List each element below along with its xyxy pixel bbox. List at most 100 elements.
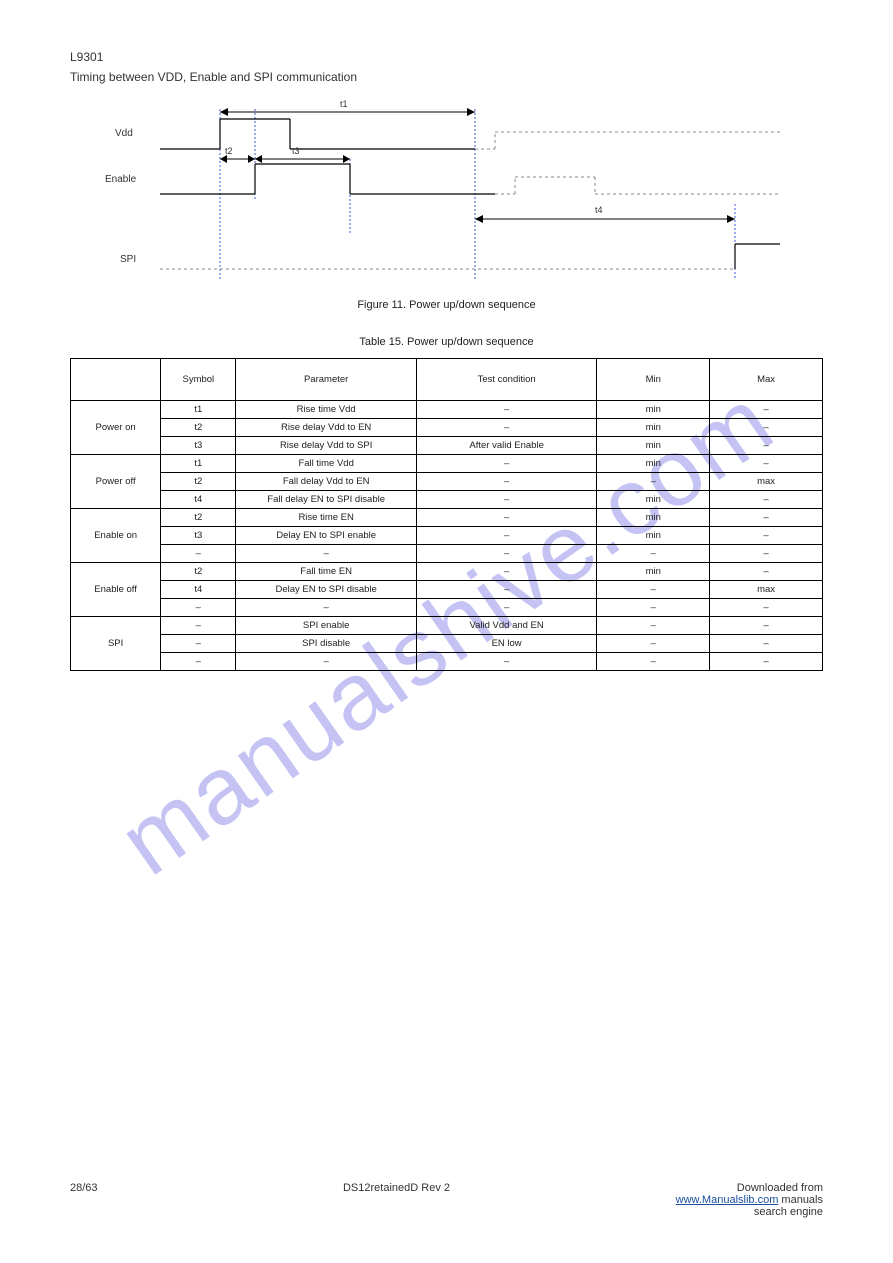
table-caption: Table 15. Power up/down sequence <box>70 336 823 348</box>
table-row: t3Rise delay Vdd to SPIAfter valid Enabl… <box>71 437 823 455</box>
table-row: SPI–SPI enableValid Vdd and EN–– <box>71 617 823 635</box>
table-row: t2Fall delay Vdd to EN––max <box>71 473 823 491</box>
header-line-1: L9301 <box>70 50 823 64</box>
table-cell: – <box>597 635 710 653</box>
table-cell: – <box>597 545 710 563</box>
table-cell: – <box>236 599 416 617</box>
table-cell: max <box>710 581 823 599</box>
table-cell: Rise time EN <box>236 509 416 527</box>
header-line-2: Timing between VDD, Enable and SPI commu… <box>70 70 823 84</box>
table-cell: t2 <box>161 563 236 581</box>
table-cell: – <box>710 455 823 473</box>
footer-right-link[interactable]: www.Manualslib.com <box>676 1194 779 1206</box>
footer-right: Downloaded from www.Manualslib.com manua… <box>643 1182 823 1218</box>
table-cell: – <box>416 653 596 671</box>
table-cell: – <box>161 599 236 617</box>
table-row: t2Rise delay Vdd to EN–min– <box>71 419 823 437</box>
col-min: Min <box>597 359 710 401</box>
table-cell: Delay EN to SPI enable <box>236 527 416 545</box>
col-symbol: Symbol <box>161 359 236 401</box>
table-cell: Rise delay Vdd to SPI <box>236 437 416 455</box>
table-cell: EN low <box>416 635 596 653</box>
timing-svg <box>100 104 800 284</box>
table-row: –SPI disableEN low–– <box>71 635 823 653</box>
table-cell: – <box>236 545 416 563</box>
row-group-label: Enable off <box>71 563 161 617</box>
table-cell: t1 <box>161 455 236 473</box>
table-cell: SPI enable <box>236 617 416 635</box>
table-cell: – <box>416 509 596 527</box>
table-cell: – <box>161 653 236 671</box>
col-test: Test condition <box>416 359 596 401</box>
table-cell: – <box>710 653 823 671</box>
table-cell: Fall delay EN to SPI disable <box>236 491 416 509</box>
table-cell: t2 <box>161 509 236 527</box>
col-max: Max <box>710 359 823 401</box>
table-row: ––––– <box>71 545 823 563</box>
table-row: ––––– <box>71 653 823 671</box>
row-group-label: Enable on <box>71 509 161 563</box>
table-cell: – <box>597 599 710 617</box>
table-cell: – <box>416 581 596 599</box>
table-row: ––––– <box>71 599 823 617</box>
table-cell: – <box>416 491 596 509</box>
table-cell: min <box>597 437 710 455</box>
table-cell: SPI disable <box>236 635 416 653</box>
table-cell: min <box>597 509 710 527</box>
table-cell: – <box>597 473 710 491</box>
t4-label: t4 <box>595 205 603 215</box>
table-cell: – <box>710 617 823 635</box>
vdd-label: Vdd <box>115 128 133 139</box>
table-cell: – <box>161 635 236 653</box>
row-group-label: Power off <box>71 455 161 509</box>
table-cell: min <box>597 491 710 509</box>
enable-label: Enable <box>105 174 136 185</box>
table-row: t4Delay EN to SPI disable––max <box>71 581 823 599</box>
table-cell: – <box>710 545 823 563</box>
table-cell: – <box>416 401 596 419</box>
table-cell: t2 <box>161 473 236 491</box>
table-cell: – <box>597 653 710 671</box>
table-row: t3Delay EN to SPI enable–min– <box>71 527 823 545</box>
table-cell: – <box>416 419 596 437</box>
row-group-label: Power on <box>71 401 161 455</box>
table-cell: min <box>597 455 710 473</box>
table-cell: – <box>597 581 710 599</box>
table-cell: Delay EN to SPI disable <box>236 581 416 599</box>
footer-right-prefix: Downloaded from <box>737 1182 823 1194</box>
table-cell: – <box>416 455 596 473</box>
table-cell: Valid Vdd and EN <box>416 617 596 635</box>
page-footer: 28/63 DS12retainedD Rev 2 Downloaded fro… <box>70 1182 823 1218</box>
table-cell: – <box>416 527 596 545</box>
table-cell: t4 <box>161 581 236 599</box>
table-cell: t3 <box>161 527 236 545</box>
timing-table: Symbol Parameter Test condition Min Max … <box>70 358 823 671</box>
col-blank <box>71 359 161 401</box>
table-cell: – <box>710 563 823 581</box>
footer-center: DS12retainedD Rev 2 <box>150 1182 643 1218</box>
table-cell: Rise delay Vdd to EN <box>236 419 416 437</box>
table-cell: max <box>710 473 823 491</box>
table-cell: – <box>710 635 823 653</box>
table-cell: – <box>416 599 596 617</box>
timing-diagram: Vdd Enable SPI t1 t2 t3 t4 <box>100 104 800 284</box>
table-cell: Rise time Vdd <box>236 401 416 419</box>
figure-caption: Figure 11. Power up/down sequence <box>70 299 823 311</box>
table-cell: – <box>416 545 596 563</box>
table-cell: min <box>597 527 710 545</box>
footer-page-num: 28/63 <box>70 1182 150 1218</box>
t3-label: t3 <box>292 146 300 156</box>
table-row: t4Fall delay EN to SPI disable–min– <box>71 491 823 509</box>
spi-label: SPI <box>120 254 136 265</box>
page-content: L9301 Timing between VDD, Enable and SPI… <box>0 0 893 721</box>
table-cell: t3 <box>161 437 236 455</box>
table-cell: – <box>710 401 823 419</box>
table-cell: – <box>597 617 710 635</box>
table-cell: – <box>416 473 596 491</box>
table-cell: Fall delay Vdd to EN <box>236 473 416 491</box>
table-cell: – <box>710 437 823 455</box>
table-cell: Fall time Vdd <box>236 455 416 473</box>
table-cell: After valid Enable <box>416 437 596 455</box>
table-cell: t1 <box>161 401 236 419</box>
table-header-row: Symbol Parameter Test condition Min Max <box>71 359 823 401</box>
